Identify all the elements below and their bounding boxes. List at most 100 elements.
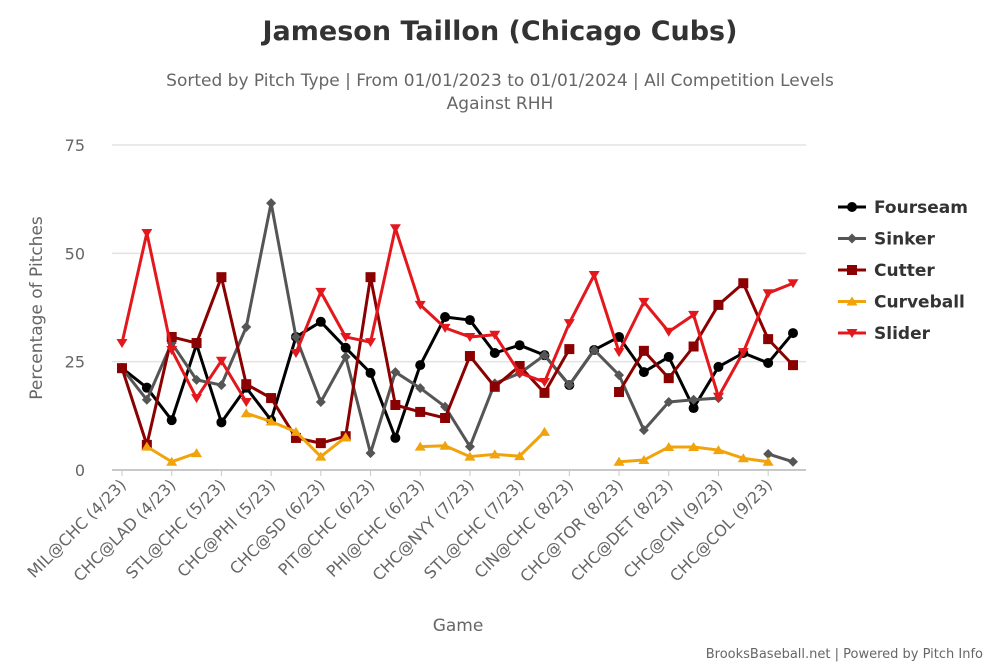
cutter-point — [514, 361, 525, 371]
curveball-point — [514, 451, 526, 461]
slider-point — [315, 287, 327, 297]
slider-point — [141, 228, 153, 238]
cutter-point — [191, 338, 202, 349]
curveball-point — [414, 441, 426, 451]
cutter-point — [440, 413, 451, 423]
cutter-point — [415, 406, 426, 417]
slider-point — [563, 319, 575, 329]
legend-label: Slider — [874, 324, 931, 344]
sinker-point — [216, 380, 227, 391]
curveball-point — [688, 442, 700, 452]
cutter-point — [539, 387, 550, 398]
legend-marker-icon — [847, 265, 857, 275]
y-tick-label: 25 — [65, 353, 85, 372]
curveball-point — [538, 426, 550, 436]
cutter-point — [788, 360, 798, 371]
fourseam-point — [464, 315, 475, 326]
fourseam-point — [216, 417, 227, 428]
y-tick-label: 75 — [65, 136, 85, 155]
sinker-point — [415, 383, 426, 394]
curveball-point — [464, 451, 476, 461]
sinker-point — [241, 322, 252, 332]
legend-item-slider[interactable]: Slider — [838, 324, 931, 344]
x-axis-label: Game — [433, 616, 484, 636]
sinker-point — [688, 394, 699, 405]
curveball-point — [166, 456, 178, 466]
fourseam-point — [514, 340, 525, 351]
legend-item-curveball[interactable]: Curveball — [838, 293, 965, 313]
slider-point — [613, 348, 625, 358]
curveball-point — [762, 456, 774, 466]
cutter-point — [241, 379, 252, 390]
slider-point — [365, 338, 377, 348]
series-sinker — [117, 198, 798, 467]
curveball-point — [141, 441, 153, 451]
legend-marker-icon — [846, 329, 858, 338]
curveball-point — [663, 442, 675, 452]
fourseam-point — [688, 403, 699, 414]
sinker-point — [663, 396, 674, 407]
fourseam-point — [340, 342, 351, 353]
cutter-point — [266, 393, 277, 404]
slider-point — [414, 300, 426, 310]
sinker-point — [365, 448, 376, 459]
slider-point — [588, 271, 600, 280]
slider-point — [538, 378, 550, 388]
curveball-line — [146, 411, 769, 464]
cutter-point — [390, 400, 401, 410]
sinker-point — [638, 425, 649, 436]
slider-point — [787, 279, 799, 289]
y-tick-label: 50 — [65, 244, 85, 263]
sinker-point — [266, 198, 277, 209]
slider-point — [489, 330, 501, 340]
cutter-point — [464, 351, 475, 362]
cutter-point — [365, 272, 376, 283]
legend-marker-icon — [847, 233, 857, 244]
fourseam-point — [788, 328, 798, 339]
cutter-point — [638, 345, 649, 356]
fourseam-point — [440, 312, 451, 323]
legend-marker-icon — [846, 296, 858, 306]
legend-item-sinker[interactable]: Sinker — [838, 230, 936, 250]
cutter-point — [290, 432, 301, 443]
cutter-point — [688, 341, 699, 352]
slider-point — [240, 397, 252, 407]
slider-point — [116, 339, 128, 349]
fourseam-point — [415, 360, 426, 371]
fourseam-point — [663, 351, 674, 362]
sinker-point — [290, 331, 301, 342]
fourseam-point — [315, 316, 326, 327]
curveball-point — [737, 453, 749, 463]
curveball-point — [712, 445, 724, 455]
legend-marker-icon — [847, 202, 857, 212]
fourseam-point — [489, 348, 500, 358]
credit-text: BrooksBaseball.net | Powered by Pitch In… — [706, 647, 983, 662]
sinker-point — [614, 370, 625, 381]
cutter-point — [564, 344, 575, 355]
slider-point — [464, 332, 476, 342]
curveball-point — [290, 426, 302, 436]
cutter-point — [763, 334, 774, 345]
legend-item-fourseam[interactable]: Fourseam — [838, 198, 968, 218]
sinker-point — [763, 448, 774, 459]
cutter-point — [166, 331, 177, 342]
sinker-point — [589, 344, 600, 355]
fourseam-point — [390, 432, 401, 443]
curveball-point — [439, 440, 451, 450]
series-curveball — [141, 408, 774, 466]
cutter-point — [489, 381, 500, 392]
slider-point — [762, 289, 774, 299]
curveball-point — [613, 456, 625, 466]
sinker-point — [315, 396, 326, 407]
cutter-point — [117, 363, 127, 374]
fourseam-point — [763, 357, 774, 368]
legend-label: Cutter — [874, 261, 935, 281]
legend-item-cutter[interactable]: Cutter — [838, 261, 935, 281]
curveball-point — [240, 408, 252, 418]
sinker-point — [340, 351, 351, 362]
legend-label: Sinker — [874, 230, 936, 250]
curveball-point — [489, 449, 501, 459]
fourseam-point — [166, 415, 177, 426]
slider-point — [215, 356, 227, 366]
slider-point — [290, 349, 302, 358]
